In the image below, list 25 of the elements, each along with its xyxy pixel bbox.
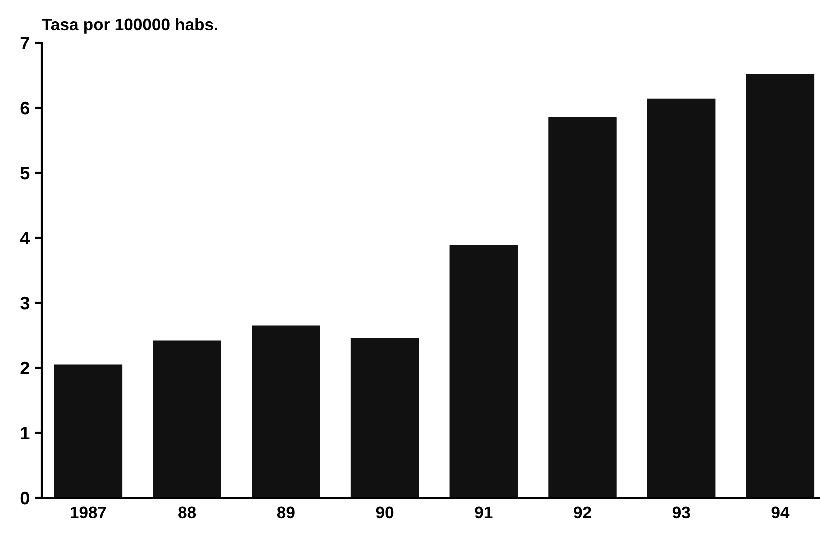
bar xyxy=(153,340,222,498)
x-tick-label: 94 xyxy=(772,506,790,519)
y-tick-label: 7 xyxy=(20,37,30,50)
y-tick-label: 5 xyxy=(20,167,30,180)
y-axis-title: Tasa por 100000 habs. xyxy=(42,18,218,34)
bar xyxy=(252,326,320,498)
x-tick-label: 91 xyxy=(475,506,493,519)
y-tick-label: 3 xyxy=(20,296,30,310)
x-tick-label: 93 xyxy=(672,506,690,519)
y-tick-label: 1 xyxy=(21,427,30,440)
x-tick-label: 89 xyxy=(277,506,295,519)
x-tick-label: 90 xyxy=(376,506,394,519)
y-tick-label: 2 xyxy=(20,362,30,375)
bar xyxy=(54,364,123,498)
x-tick-label: 1987 xyxy=(70,506,106,519)
y-tick-label: 6 xyxy=(20,102,30,115)
y-tick-label: 4 xyxy=(20,232,30,245)
x-tick-label: 88 xyxy=(178,506,196,519)
bar xyxy=(350,338,420,498)
bar xyxy=(548,117,617,498)
y-tick-label: 0 xyxy=(20,492,30,505)
bar xyxy=(647,98,716,498)
bar xyxy=(746,74,815,498)
x-tick-label: 92 xyxy=(574,506,592,519)
bar xyxy=(450,245,518,498)
